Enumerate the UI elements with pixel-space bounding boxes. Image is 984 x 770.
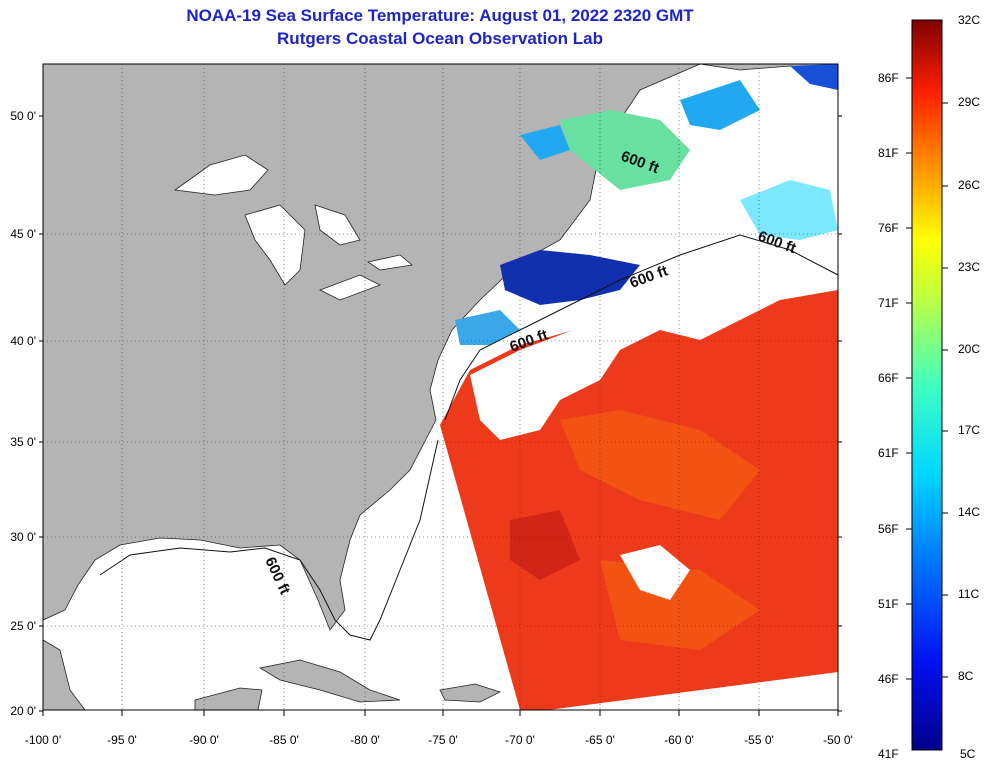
longitude-label: -70 0' [505, 733, 535, 747]
longitude-label: -55 0' [744, 733, 774, 747]
latitude-label: 25 0' [10, 619, 36, 633]
colorbar-fahrenheit-labels: 86F 81F 76F 71F 66F 61F 56F 51F 46F 41F [878, 71, 899, 761]
map-gridlines [43, 64, 838, 710]
colorbar-fahrenheit-label: 71F [878, 296, 899, 310]
sst-cold-gulf-maine [500, 250, 640, 305]
sst-cool-shelf [455, 310, 520, 345]
cloud-patch-south [620, 545, 690, 600]
longitude-label: -90 0' [189, 733, 219, 747]
land-north-america [43, 64, 838, 631]
colorbar-fahrenheit-label: 76F [878, 221, 899, 235]
map-border [42, 63, 839, 711]
latitude-label: 30 0' [10, 530, 36, 544]
colorbar-celsius-label: 20C [958, 342, 980, 356]
colorbar-fahrenheit-label: 41F [878, 747, 899, 761]
longitude-labels: -100 0' -95 0' -90 0' -85 0' -80 0' -75 0' -70… [25, 710, 853, 747]
latitude-label: 20 0' [10, 704, 36, 718]
sst-dark-core [510, 510, 580, 580]
colorbar-celsius-label: 8C [958, 669, 974, 683]
colorbar-fahrenheit-label: 51F [878, 597, 899, 611]
map-subtitle: Rutgers Coastal Ocean Observation Lab [277, 29, 603, 48]
colorbar-celsius-label: 14C [958, 505, 980, 519]
colorbar-fahrenheit-label: 56F [878, 522, 899, 536]
longitude-label: -50 0' [823, 733, 853, 747]
contour-600ft-gulf [99, 439, 439, 641]
latitude-label: 45 0' [10, 227, 36, 241]
colorbar-celsius-label: 11C [958, 587, 979, 601]
longitude-label: -60 0' [664, 733, 694, 747]
longitude-label: -75 0' [428, 733, 458, 747]
colorbar-fahrenheit-label: 61F [878, 446, 899, 460]
cloud-cover [470, 258, 838, 440]
sst-st-lawrence [560, 110, 690, 190]
colorbar [911, 19, 943, 751]
land-hispaniola [439, 683, 502, 703]
longitude-label: -85 0' [269, 733, 299, 747]
colorbar-fahrenheit-label: 46F [878, 672, 899, 686]
land-yucatan [194, 687, 263, 710]
sst-st-lawrence-blue [520, 80, 760, 160]
sst-north-blue [790, 64, 838, 90]
colorbar-celsius-label: 26C [958, 178, 980, 192]
latitude-label: 50 0' [10, 109, 36, 123]
great-lakes [173, 154, 413, 301]
land-mexico [43, 639, 86, 710]
map-title: NOAA-19 Sea Surface Temperature: August … [186, 6, 694, 25]
longitude-label: -65 0' [585, 733, 615, 747]
longitude-label: -100 0' [25, 733, 61, 747]
colorbar-fahrenheit-label: 86F [878, 71, 899, 85]
latitude-label: 40 0' [10, 334, 36, 348]
colorbar-ticks [906, 77, 948, 680]
colorbar-celsius-label: 32C [958, 13, 980, 27]
latitude-label: 35 0' [10, 435, 36, 449]
longitude-label: -95 0' [107, 733, 137, 747]
colorbar-fahrenheit-label: 66F [878, 371, 899, 385]
colorbar-celsius-labels: 32C 29C 26C 23C 20C 17C 14C 11C 8C 5C [958, 13, 980, 761]
contour-600ft-atlantic [444, 234, 838, 421]
colorbar-fahrenheit-label: 81F [878, 146, 899, 160]
colorbar-celsius-label: 23C [958, 260, 980, 274]
sst-warm-spots [560, 410, 760, 650]
colorbar-celsius-label: 5C [960, 747, 976, 761]
colorbar-celsius-label: 29C [958, 95, 980, 109]
latitude-labels: 50 0' 45 0' 40 0' 35 0' 30 0' 25 0' 20 0' [10, 109, 842, 718]
sst-labrador [740, 180, 838, 240]
map-area [43, 64, 838, 710]
colorbar-celsius-label: 17C [958, 423, 980, 437]
longitude-label: -80 0' [350, 733, 380, 747]
land-cuba [258, 659, 401, 703]
